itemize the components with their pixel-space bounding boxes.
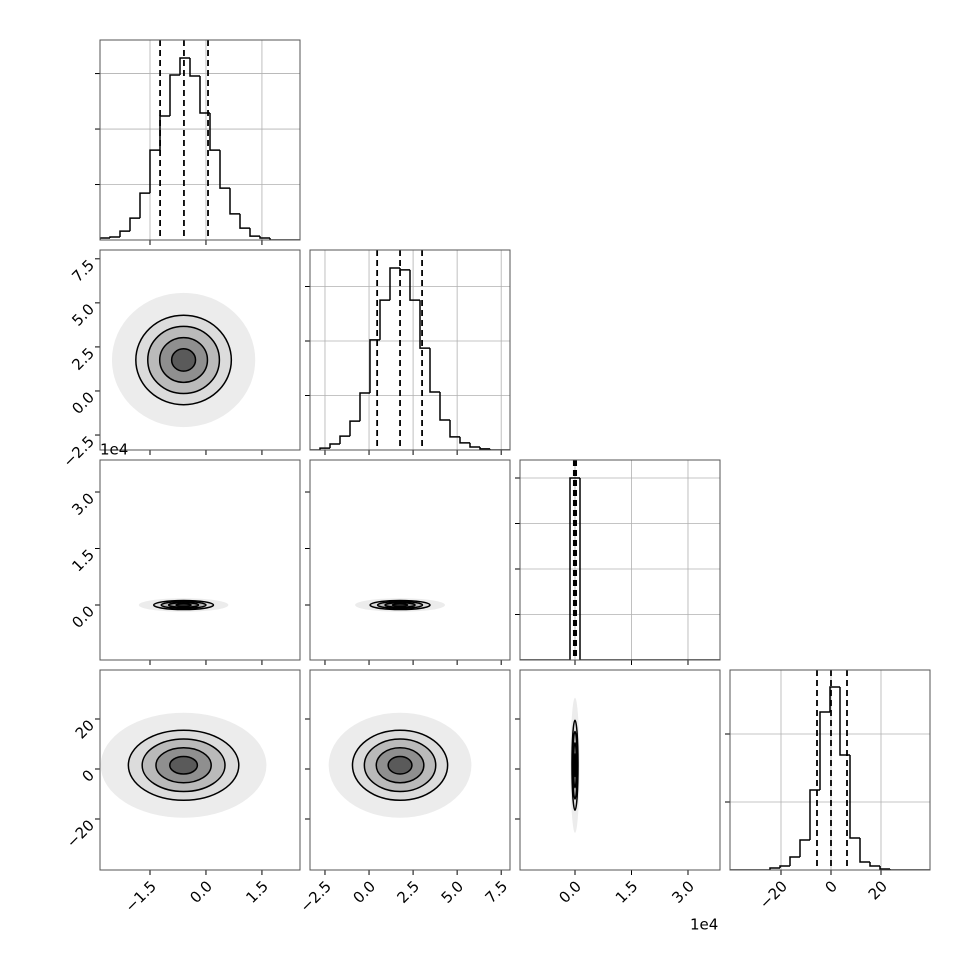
histogram-step [219, 150, 230, 189]
histogram-step [789, 856, 800, 866]
histogram-step [129, 217, 140, 232]
panel [138, 598, 229, 612]
histogram-step [879, 865, 890, 870]
histogram-step [399, 267, 410, 271]
histogram-step [189, 58, 200, 77]
panel-frame [519, 459, 721, 661]
histogram-step [799, 839, 810, 858]
histogram-step [579, 477, 590, 660]
histogram-step [869, 861, 880, 867]
panel [355, 598, 445, 612]
histogram-step [769, 867, 780, 870]
contour [391, 603, 409, 607]
histogram-step [269, 238, 280, 240]
panel-frame [309, 459, 511, 661]
panel-frame [99, 669, 301, 871]
histogram-step [159, 115, 170, 151]
panel [100, 40, 300, 240]
histogram-step [139, 192, 150, 219]
histogram-step [369, 339, 380, 394]
histogram-step [100, 237, 110, 240]
contour [175, 603, 192, 607]
panel [100, 712, 267, 818]
histogram-step [349, 420, 360, 437]
histogram-step [109, 236, 120, 239]
histogram-step [389, 267, 400, 301]
histogram-step [409, 269, 420, 301]
histogram-step [319, 447, 330, 450]
histogram-step [259, 236, 270, 239]
histogram-step [329, 443, 340, 449]
contour [387, 755, 413, 775]
panel [520, 460, 720, 660]
histogram-step [339, 435, 350, 445]
histogram-step [419, 300, 430, 349]
histogram-step [379, 299, 390, 340]
histogram-step [779, 865, 790, 869]
panel [310, 250, 510, 450]
panel-frame [729, 669, 931, 871]
panel-frame [99, 39, 301, 241]
histogram-step [479, 447, 490, 450]
histogram-step [819, 711, 830, 791]
histogram-step [469, 442, 480, 448]
histogram-step [829, 686, 840, 712]
contour [573, 753, 577, 778]
histogram-step [449, 420, 460, 438]
panel-frame [309, 669, 511, 871]
histogram-step [179, 57, 190, 75]
histogram-step [359, 392, 370, 422]
panel-frame [99, 459, 301, 661]
histogram-step [569, 477, 580, 660]
histogram-step [199, 76, 210, 114]
histogram-step [119, 230, 130, 237]
panel-frame [519, 669, 721, 871]
panel [730, 670, 930, 870]
histogram-step [249, 228, 260, 237]
y-offset-label: 1e4 [100, 441, 128, 459]
histogram-step [209, 112, 220, 151]
histogram-step [439, 391, 450, 421]
histogram-step [889, 868, 900, 870]
histogram-step [859, 837, 870, 863]
contour [169, 755, 199, 775]
x-offset-label: 1e4 [690, 916, 718, 934]
panel [570, 697, 580, 833]
histogram-step [849, 755, 860, 839]
panel-frame [99, 249, 301, 451]
panel [328, 712, 472, 818]
histogram-step [459, 436, 470, 444]
panel [111, 292, 256, 428]
panel-frame [309, 249, 511, 451]
histogram-step [149, 149, 160, 194]
histogram-step [489, 448, 500, 450]
histogram-step [429, 348, 440, 393]
histogram-step [169, 74, 180, 117]
contour [170, 348, 197, 372]
histogram-step [239, 213, 250, 229]
histogram-step [229, 188, 240, 215]
